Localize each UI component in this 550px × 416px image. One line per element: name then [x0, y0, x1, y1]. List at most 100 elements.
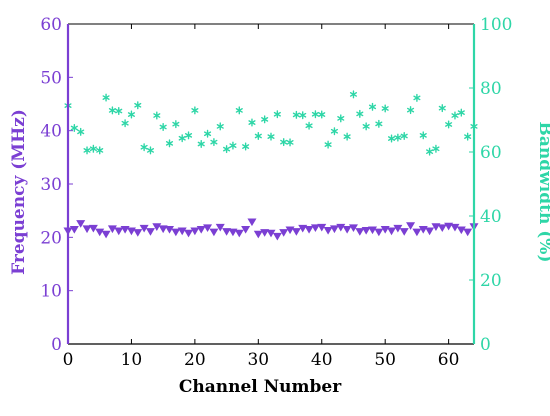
frequency-point — [431, 223, 441, 231]
frequency-point — [203, 224, 213, 233]
bandwidth-point — [451, 111, 459, 120]
bandwidth-point — [191, 106, 199, 115]
bandwidth-point — [210, 138, 218, 147]
frequency-point — [177, 227, 187, 236]
bandwidth-point — [197, 139, 205, 149]
left-tick-label: 30 — [40, 175, 62, 195]
bandwidth-point — [121, 119, 129, 128]
left-tick-label: 20 — [40, 228, 62, 248]
frequency-point — [101, 230, 111, 239]
frequency-point — [291, 228, 301, 236]
bandwidth-point — [419, 131, 427, 140]
frequency-point — [145, 228, 155, 236]
x-tick-label: 20 — [184, 350, 206, 370]
frequency-point — [95, 228, 105, 237]
frequency-point — [310, 224, 320, 233]
x-axis: 0 10 20 30 40 50 60 — [63, 24, 460, 370]
frequency-point — [253, 230, 263, 239]
bandwidth-point — [438, 104, 446, 113]
bandwidth-point — [286, 138, 294, 147]
frequency-point — [126, 227, 136, 236]
frequency-point — [82, 225, 92, 234]
frequency-point — [406, 222, 416, 230]
right-tick-label: 20 — [480, 271, 502, 291]
right-tick-label: 40 — [480, 207, 502, 227]
bandwidth-point — [140, 143, 148, 152]
bandwidth-point — [273, 110, 281, 119]
frequency-point — [456, 226, 466, 235]
bandwidth-point — [134, 101, 142, 110]
bandwidth-point — [400, 131, 408, 141]
frequency-point — [444, 222, 454, 231]
bandwidth-point — [184, 131, 193, 140]
frequency-point — [298, 224, 308, 233]
x-tick-label: 30 — [247, 350, 269, 370]
x-tick-label: 50 — [374, 350, 396, 370]
bandwidth-point — [159, 123, 167, 132]
frequency-point — [348, 224, 358, 233]
right-y-axis-title: Bandwidth (%) — [535, 122, 550, 263]
frequency-point — [107, 225, 117, 234]
bandwidth-point — [280, 138, 288, 147]
frequency-point — [374, 228, 384, 237]
bandwidth-point — [394, 133, 402, 142]
bandwidth-point — [165, 139, 174, 148]
bandwidth-point — [445, 120, 453, 129]
x-tick-label: 60 — [438, 350, 460, 370]
bandwidth-point — [337, 114, 345, 123]
frequency-point — [361, 227, 371, 235]
frequency-point — [196, 225, 206, 234]
bandwidth-point — [349, 90, 358, 99]
bandwidth-point — [299, 111, 307, 120]
left-y-axis: 0 10 20 30 40 50 60 — [40, 15, 73, 355]
bandwidth-point — [375, 119, 383, 128]
bandwidth-point — [77, 127, 85, 136]
frequency-point — [158, 225, 168, 234]
bandwidth-point — [153, 111, 161, 120]
bandwidth-point — [102, 93, 110, 102]
frequency-point — [209, 228, 219, 237]
right-tick-label: 80 — [480, 79, 502, 99]
bandwidth-point — [356, 109, 364, 118]
bandwidth-point — [83, 146, 91, 155]
bandwidth-point — [343, 132, 351, 141]
x-tick-label: 10 — [121, 350, 143, 370]
frequency-point — [437, 224, 447, 233]
frequency-point — [120, 225, 130, 234]
frequency-point — [190, 227, 200, 236]
bandwidth-point — [108, 106, 116, 115]
frequency-point — [304, 225, 314, 234]
bandwidth-point — [457, 108, 465, 117]
bandwidth-point — [318, 110, 326, 119]
frequency-point — [463, 228, 473, 237]
right-tick-label: 100 — [480, 15, 512, 35]
left-tick-label: 40 — [40, 122, 62, 142]
frequency-point — [323, 227, 333, 235]
bandwidth-point — [204, 129, 212, 138]
bandwidth-point — [330, 127, 338, 136]
bandwidth-point — [432, 144, 440, 153]
bandwidth-point — [146, 146, 155, 155]
frequency-point — [412, 228, 422, 237]
frequency-point — [317, 223, 327, 232]
frequency-point — [76, 220, 86, 228]
bandwidth-point — [127, 110, 135, 119]
frequency-point — [165, 225, 174, 234]
frequency-point — [69, 225, 79, 234]
frequency-point — [336, 223, 346, 232]
frequency-point — [133, 229, 143, 237]
left-tick-label: 10 — [40, 282, 62, 302]
bandwidth-point — [89, 144, 97, 153]
bandwidth-point — [254, 131, 262, 141]
bandwidth-point — [235, 106, 243, 115]
bandwidth-point — [70, 123, 78, 133]
bandwidth-point — [229, 141, 237, 150]
frequency-point — [368, 226, 377, 235]
frequency-point — [171, 228, 181, 237]
bandwidth-point — [248, 118, 256, 127]
bandwidth-point — [172, 120, 180, 129]
frequency-point — [228, 228, 238, 237]
frequency-point — [399, 228, 409, 236]
frequency-point — [234, 229, 244, 238]
